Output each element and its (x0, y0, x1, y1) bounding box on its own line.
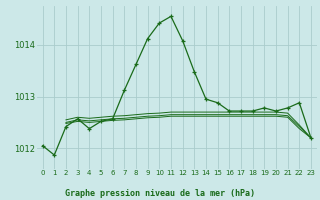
Text: Graphe pression niveau de la mer (hPa): Graphe pression niveau de la mer (hPa) (65, 189, 255, 198)
